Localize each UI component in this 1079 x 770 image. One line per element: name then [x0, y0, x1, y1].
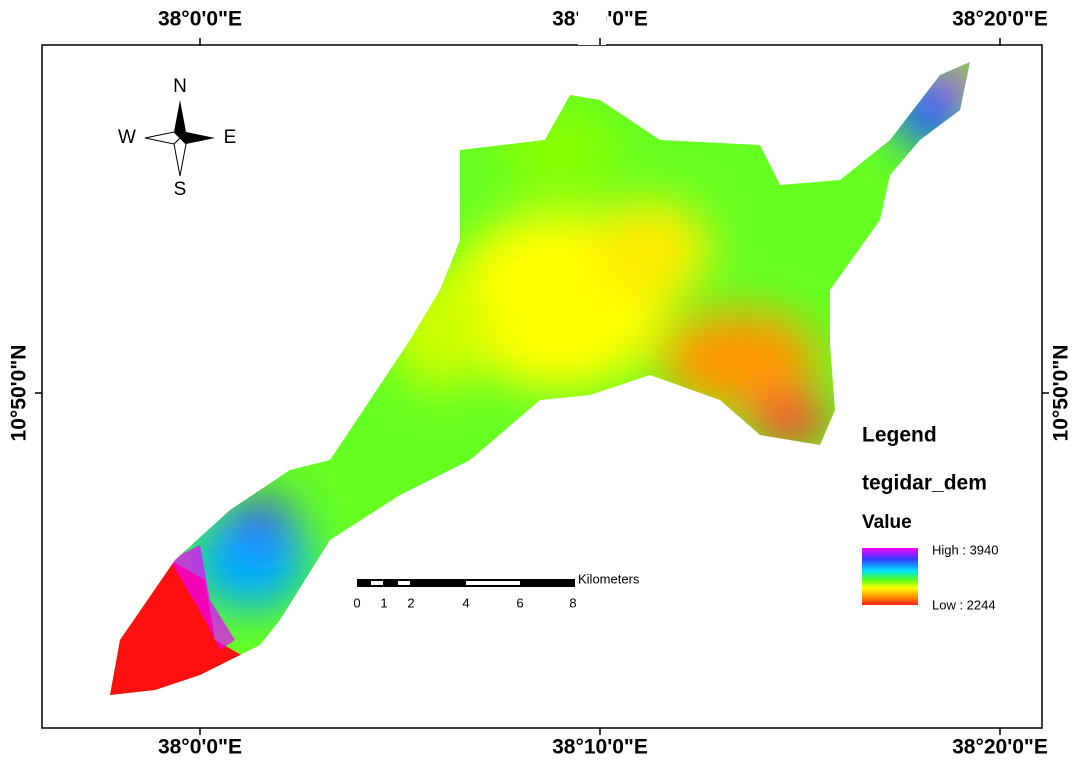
right-label: 10°50'0"N	[1050, 345, 1073, 442]
north-label: N	[173, 76, 187, 97]
scale-tick: 8	[569, 595, 576, 610]
west-label: W	[118, 127, 136, 148]
scale-tick: 2	[407, 595, 414, 610]
south-label: S	[174, 179, 187, 200]
top-label: 38°0'0"E	[158, 8, 242, 31]
legend-high: High : 3940	[932, 542, 999, 557]
scale-tick: 0	[353, 595, 360, 610]
scale-tick: 1	[380, 595, 387, 610]
legend-field: Value	[862, 512, 912, 533]
legend-title: Legend	[862, 424, 937, 447]
label-occluder	[578, 5, 606, 45]
scale-tick: 4	[462, 595, 469, 610]
east-label: E	[224, 127, 237, 148]
left-label: 10°50'0"N	[8, 345, 31, 442]
legend-low: Low : 2244	[932, 597, 996, 612]
legend-layer: tegidar_dem	[862, 472, 987, 495]
north-arrow: N E S W	[118, 76, 236, 200]
legend-ramp	[862, 548, 918, 605]
bottom-label: 38°0'0"E	[158, 736, 242, 759]
bottom-label: 38°10'0"E	[552, 736, 648, 759]
graticule-ticks	[35, 38, 1049, 735]
bottom-label: 38°20'0"E	[952, 736, 1048, 759]
legend: Legend tegidar_dem Value High : 3940 Low…	[862, 424, 999, 612]
top-label: 38°20'0"E	[952, 8, 1048, 31]
scale-unit: Kilometers	[578, 571, 640, 586]
scale-bar: Kilometers 0 1 2 4 6 8	[353, 571, 640, 610]
scale-tick: 6	[516, 595, 523, 610]
